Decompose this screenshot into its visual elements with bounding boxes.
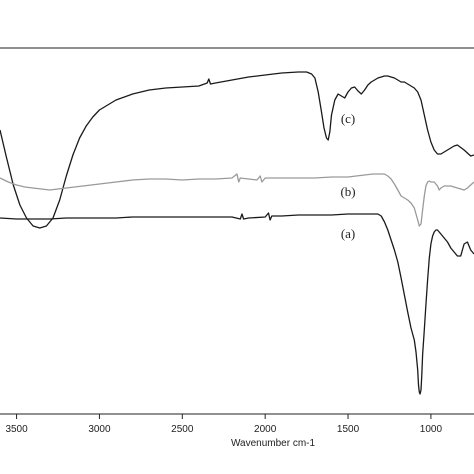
x-tick-label: 3000 <box>88 424 111 435</box>
x-tick-label: 3500 <box>5 424 28 435</box>
series-labels: (c) (b) (a) <box>340 111 355 241</box>
x-tick-label: 2000 <box>254 424 277 435</box>
series-label-b: (b) <box>340 184 355 199</box>
spectrum-line-c <box>0 71 474 229</box>
spectrum-line-b <box>0 173 474 227</box>
series-group <box>0 71 474 395</box>
series-label-c: (c) <box>341 111 355 126</box>
x-tick-label: 1000 <box>420 424 443 435</box>
spectrum-line-a <box>0 212 474 395</box>
x-tick-label: 1500 <box>337 424 360 435</box>
x-axis-label: Wavenumber cm-1 <box>231 438 316 449</box>
series-label-a: (a) <box>341 226 355 241</box>
x-axis-ticks: 3500 3000 2500 2000 1500 1000 <box>5 414 442 435</box>
x-tick-label: 2500 <box>171 424 194 435</box>
